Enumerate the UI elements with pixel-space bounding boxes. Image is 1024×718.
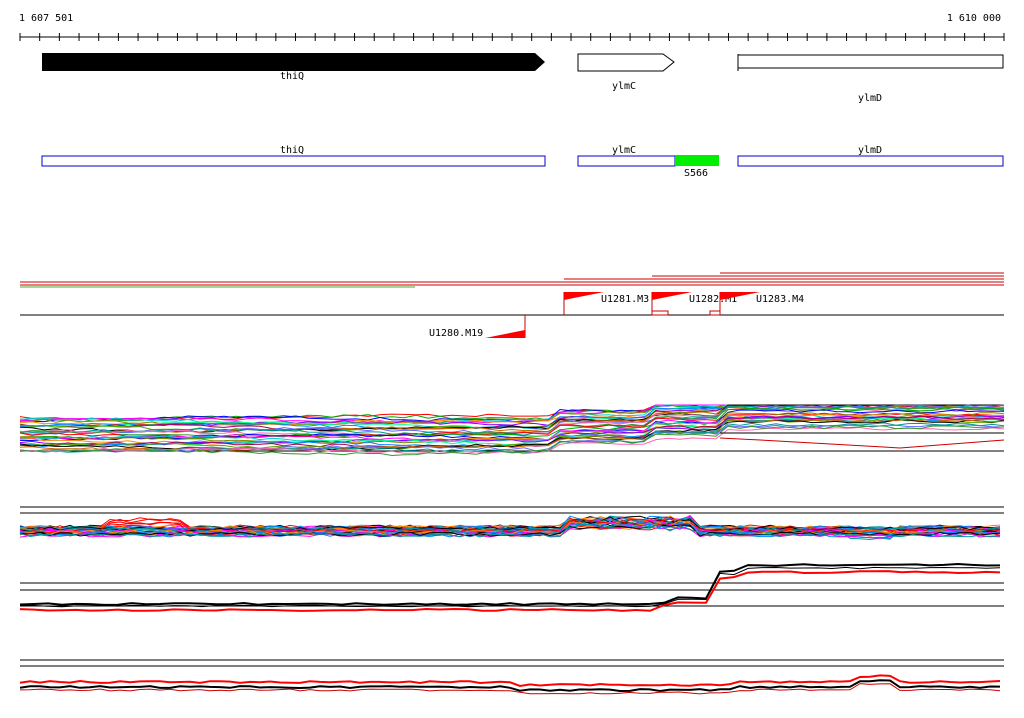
gene-thiq-arrow [42,53,545,71]
expression-profile [20,426,1005,455]
gene-track: thiQ ylmC ylmD [42,53,1004,104]
expression-profile [19,674,1001,688]
feature-ylmc-box[interactable] [577,155,676,167]
gene-ylmd-label: ylmD [858,93,882,104]
feature-thiq-label: thiQ [280,145,304,156]
expression-profile [719,437,1005,449]
tu-u1281-m3[interactable]: U1281.M3 [563,292,649,315]
gene-thiq[interactable]: thiQ [42,53,545,82]
gene-ylmc[interactable]: ylmC [577,53,675,92]
expression-profile [19,412,1005,444]
expression-profile [19,518,1001,534]
transcription-unit-track: U1280.M19 U1281.M3 U1282.M1 U1283.M4 [20,272,1004,339]
ruler-start-label: 1 607 501 [19,13,74,24]
gene-thiq-label: thiQ [280,71,304,82]
tu-u1280-m19[interactable]: U1280.M19 [429,315,526,339]
feature-ylmc-label: ylmC [612,145,636,156]
expression-profile [19,683,1001,695]
expression-track-2 [19,506,1004,541]
tu-u1282-m1[interactable]: U1282.M1 [651,292,737,316]
expression-profile [19,570,1001,612]
expression-track-4 [19,659,1004,695]
feature-s566-label: S566 [684,168,708,179]
ruler-end-label: 1 610 000 [946,13,1001,24]
tu-u1283-m4[interactable]: U1283.M4 [709,292,804,316]
expression-profile [19,562,1001,606]
expression-profile [19,679,1001,693]
tu-u1280-m19-label: U1280.M19 [429,328,483,339]
expression-profile [19,519,1001,539]
feature-s566-box[interactable] [675,155,719,166]
coordinate-ruler [19,33,1005,41]
feature-track: thiQ ylmC S566 ylmD [41,145,1004,179]
gene-ylmc-label: ylmC [612,81,636,92]
feature-thiq-box[interactable] [41,155,546,167]
feature-ylmd-label: ylmD [858,145,882,156]
expression-profile [19,523,1001,538]
gene-ylmd[interactable]: ylmD [737,54,1004,104]
expression-profile [19,514,1001,536]
expression-profile [19,405,1005,438]
expression-profile [19,566,1001,608]
expression-track-1 [19,404,1005,457]
expression-profile [19,422,1005,454]
expression-track-3 [19,562,1004,612]
gene-ylmc-arrow [577,53,675,72]
feature-ylmd-box[interactable] [737,155,1004,167]
tu-u1281-m3-label: U1281.M3 [601,294,649,305]
tu-u1283-m4-label: U1283.M4 [756,294,804,305]
gene-ylmd-box [737,54,1004,69]
ruler-ticks [19,33,1005,41]
expression-profile [19,425,1005,457]
tu-u1282-m1-label: U1282.M1 [689,294,737,305]
